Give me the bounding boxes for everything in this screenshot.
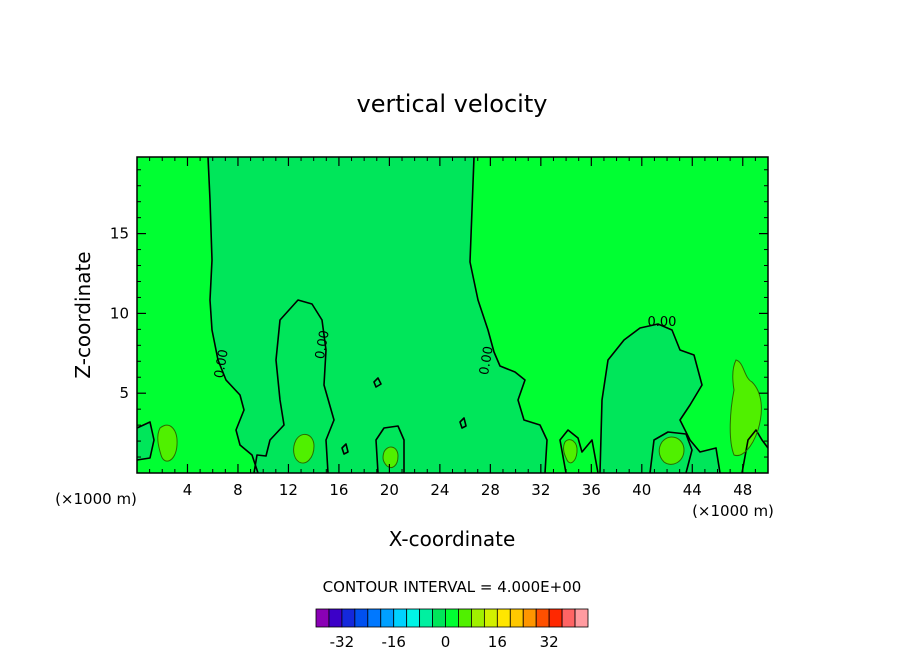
positive-cell-1 [157,425,178,462]
positive-contour-4 [563,439,578,464]
x-unit-label-left: (×1000 m) [55,490,137,508]
x-tick-label: 36 [582,481,601,499]
x-tick-label: 32 [531,481,550,499]
positive-contour-6 [729,359,762,457]
colorbar-swatch [380,608,395,628]
colorbar-swatch [522,608,537,628]
x-tick-label: 24 [430,481,449,499]
x-axis-label: X-coordinate [389,527,516,551]
contour-labels: 0.00 0.00 0.00 0.00 [212,315,676,379]
x-tick-label: 28 [481,481,500,499]
colorbar-swatch [458,608,472,628]
positive-contour-2 [293,433,315,464]
positive-cell-3 [383,447,398,468]
x-tick-label: 12 [279,481,298,499]
colorbar-tick-label: 0 [441,633,451,651]
positive-cell-4 [563,439,578,463]
colorbar-swatch [561,608,576,628]
x-unit-label-right: (×1000 m) [692,502,774,520]
x-tick-label: 48 [733,481,752,499]
zero-contour-7 [559,429,599,474]
plot-area: 0.000.000.000.00 4 8 12 16 20 24 28 32 36 40 44 48 … [110,156,769,499]
colorbar-swatch [535,608,550,628]
y-tick-label: 15 [110,225,129,243]
chart-title: vertical velocity [357,90,548,118]
colorbar-swatch [432,608,446,628]
zero-contour-10 [373,377,382,388]
y-tick-label: 5 [119,384,129,402]
y-axis-ticks: 5 10 15 [110,169,768,458]
zero-contour-12 [341,443,349,455]
colorbar-swatch [509,608,524,628]
positive-cell-2 [293,434,314,464]
x-tick-label: 4 [183,481,193,499]
colorbar-tick-label: -32 [330,633,355,651]
contour-label: 0.00 [313,329,333,360]
x-tick-label: 16 [329,481,348,499]
negative-region-2 [600,324,720,473]
colorbar-swatch [406,608,421,628]
contour-label: 0.00 [212,348,232,379]
positive-contour-3 [382,446,399,469]
contour-interval-label: CONTOUR INTERVAL = 4.000E+00 [323,578,582,596]
colorbar-swatch [341,608,356,628]
zero-contour-2 [469,156,548,474]
x-tick-label: 44 [683,481,702,499]
positive-cell-5 [659,436,684,465]
colorbar: -32 -16 0 16 32 [315,608,589,651]
negative-region-3 [137,422,154,460]
colorbar-tick-label: 16 [488,633,507,651]
colorbar-swatch [419,608,433,628]
zero-contour-11 [459,417,467,429]
y-tick-label: 10 [110,304,129,322]
colorbar-swatch [574,608,589,628]
zero-contour-8 [649,431,693,474]
colorbar-swatch [393,608,408,628]
y-axis-label: Z-coordinate [71,251,95,378]
zero-contour-5 [136,421,155,461]
positive-contour-1 [157,424,178,462]
colorbar-swatch [328,608,343,628]
x-tick-label: 20 [380,481,399,499]
colorbar-swatch [354,608,369,628]
zero-contour-6 [375,425,405,474]
x-tick-label: 8 [233,481,243,499]
colorbar-swatch [315,608,330,628]
colorbar-swatch [445,608,459,628]
colorbar-tick-label: -16 [381,633,406,651]
x-tick-label: 40 [632,481,651,499]
negative-region-1 [208,157,547,473]
colorbar-tick-label: 32 [540,633,559,651]
contour-label: 0.00 [648,315,677,330]
colorbar-swatch [496,608,511,628]
x-axis-ticks: 4 8 12 16 20 24 28 32 36 40 44 48 [149,157,756,499]
contour-label: 0.00 [477,345,497,376]
positive-contour-5 [658,436,685,465]
zero-contour-4 [599,323,721,474]
zero-contour-1 [207,156,259,474]
colorbar-swatch [471,608,485,628]
colorbar-swatch [367,608,382,628]
colorbar-swatch [548,608,563,628]
colorbar-swatch [483,608,498,628]
zero-contour-3 [253,299,335,474]
